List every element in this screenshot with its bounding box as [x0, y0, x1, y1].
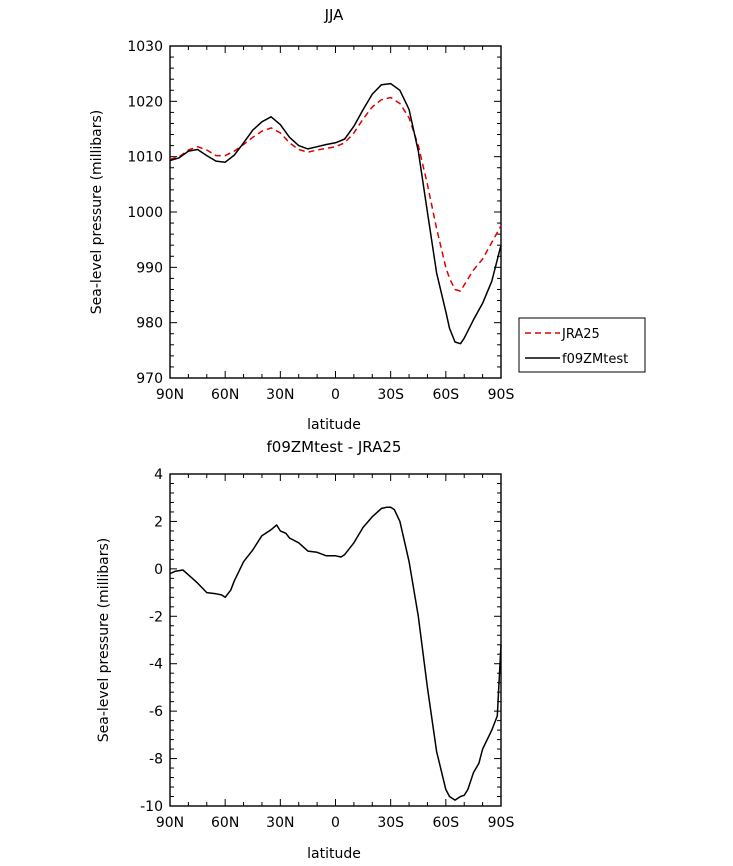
top-x-tick-label: 30N — [266, 387, 294, 403]
bottom-y-tick-label: -8 — [149, 752, 163, 768]
top-series-line-f09zmtest — [169, 82, 502, 345]
bottom-y-tick-label: -6 — [149, 704, 163, 720]
legend-label-f09zmtest: f09ZMtest — [562, 352, 628, 367]
top-y-tick-label: 1010 — [127, 150, 163, 166]
top-x-tick-label: 0 — [331, 387, 340, 403]
bottom-x-tick-label: 90S — [488, 815, 515, 831]
top-x-axis-label: latitude — [307, 417, 361, 433]
top-chart-title: JJA — [324, 6, 345, 24]
bottom-chart-title: f09ZMtest - JRA25 — [267, 438, 402, 456]
top-y-tick-label: 1000 — [127, 205, 163, 221]
bottom-chart: f09ZMtest - JRA25 90N 60N 30N 0 30S 60S 90S -10… — [96, 438, 514, 862]
top-axis-ticks: 90N 60N 30N 0 30S 60S 90S 970 980 990 1000 1010 1020… — [127, 39, 514, 403]
bottom-y-tick-label: 0 — [154, 562, 163, 578]
bottom-y-tick-label: -4 — [149, 657, 163, 673]
top-x-tick-label: 30S — [377, 387, 404, 403]
top-series-group — [169, 82, 502, 345]
bottom-x-tick-label: 60S — [432, 815, 459, 831]
bottom-x-tick-label: 0 — [331, 815, 340, 831]
legend: JRA25 f09ZMtest — [518, 317, 646, 373]
bottom-plot-frame — [169, 473, 502, 807]
bottom-axis-ticks: 90N 60N 30N 0 30S 60S 90S -10 -8 -6 -4 -2 0 2 4 — [140, 467, 514, 831]
top-x-tick-label: 60N — [211, 387, 239, 403]
top-y-axis-label: Sea-level pressure (millibars) — [89, 110, 105, 314]
top-x-tick-label: 60S — [432, 387, 459, 403]
bottom-series-line-difference — [169, 506, 502, 801]
top-y-tick-label: 980 — [136, 316, 163, 332]
top-series-line-jra25 — [169, 96, 502, 292]
bottom-x-tick-label: 30S — [377, 815, 404, 831]
top-y-tick-label: 990 — [136, 260, 163, 276]
top-x-tick-label: 90S — [488, 387, 515, 403]
bottom-y-tick-label: -10 — [140, 799, 163, 815]
top-chart: JJA 90N 60N 30N 0 30S 60S 90S 970 980 990 1000 1010… — [89, 6, 514, 433]
top-plot-frame — [169, 45, 502, 379]
top-y-tick-label: 1030 — [127, 39, 163, 55]
bottom-x-axis-label: latitude — [307, 846, 361, 862]
bottom-y-tick-label: 2 — [154, 514, 163, 530]
legend-label-jra25: JRA25 — [561, 327, 600, 342]
legend-box — [518, 317, 646, 373]
top-y-tick-label: 970 — [136, 371, 163, 387]
bottom-x-tick-label: 90N — [156, 815, 184, 831]
bottom-series-group — [169, 506, 502, 801]
bottom-x-tick-label: 30N — [266, 815, 294, 831]
top-y-tick-label: 1020 — [127, 94, 163, 110]
bottom-x-tick-label: 60N — [211, 815, 239, 831]
bottom-y-axis-label: Sea-level pressure (millibars) — [96, 538, 112, 742]
top-x-tick-label: 90N — [156, 387, 184, 403]
bottom-y-tick-label: 4 — [154, 467, 163, 483]
bottom-y-tick-label: -2 — [149, 609, 163, 625]
